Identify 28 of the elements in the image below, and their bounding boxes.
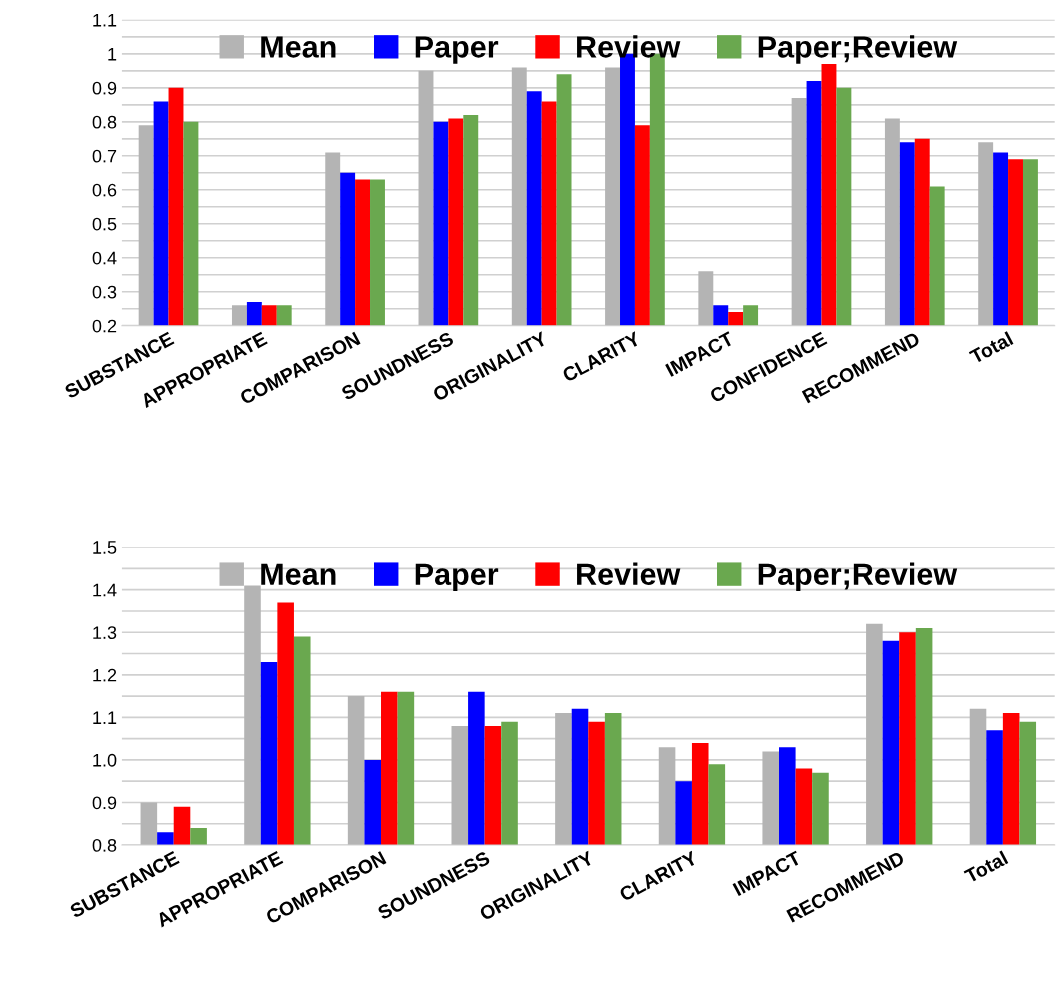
y-tick-label: 1.1 [93, 13, 117, 27]
y-tick-label: 0.6 [92, 183, 117, 197]
y-tick-label: 1.2 [93, 668, 117, 682]
legend-label: Paper [415, 36, 499, 64]
legend-label: Mean [261, 563, 336, 586]
y-tick-label: 0.8 [92, 838, 117, 852]
legend-label: Mean [261, 36, 336, 58]
y-tick-label: 0.4 [92, 251, 117, 265]
legend-label: Review [577, 35, 681, 58]
y-tick-label: 0.8 [92, 115, 117, 129]
y-tick-label: 1.4 [93, 583, 117, 597]
legend-label: Review [577, 562, 681, 586]
y-tick-label: 0.3 [92, 285, 117, 299]
legend-label: Paper [415, 563, 499, 592]
x-tick-label: Total [968, 331, 1014, 365]
x-tick-label: Total [963, 850, 1009, 884]
y-tick-label: 0.5 [92, 217, 117, 231]
y-tick-label: 0.7 [92, 149, 117, 163]
y-tick-label: 1.1 [93, 711, 117, 724]
y-tick-label: 1 [108, 47, 117, 61]
y-tick-label: 1.0 [93, 753, 117, 767]
y-tick-label: 0.9 [92, 796, 117, 810]
y-tick-label: 1.3 [93, 626, 117, 639]
legend-label: Paper;Review [758, 35, 958, 64]
y-tick-label: 1.5 [93, 541, 117, 554]
legend-label: Paper;Review [758, 562, 958, 592]
y-tick-label: 0.9 [92, 81, 117, 95]
y-tick-label: 0.2 [92, 319, 117, 333]
